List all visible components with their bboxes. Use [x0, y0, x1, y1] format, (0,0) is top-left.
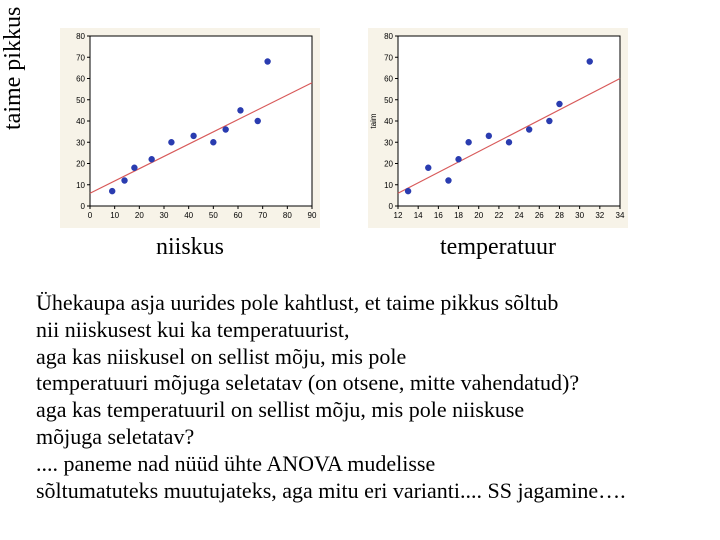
- svg-text:30: 30: [384, 138, 393, 147]
- caption-right: temperatuur: [368, 234, 628, 261]
- svg-text:80: 80: [384, 32, 393, 41]
- scatter-chart-left: 0 10 20 30 40 50 60 70 80 90 0 10 20 30 40 50 60 70 80: [60, 28, 320, 228]
- svg-text:50: 50: [384, 96, 393, 105]
- svg-text:10: 10: [76, 181, 85, 190]
- svg-text:80: 80: [76, 32, 85, 41]
- body-line: sõltumatuteks muutujateks, aga mitu eri …: [36, 478, 696, 505]
- svg-text:40: 40: [76, 117, 85, 126]
- body-line: mõjuga seletatav?: [36, 424, 696, 451]
- svg-text:20: 20: [384, 160, 393, 169]
- body-line: .... paneme nad nüüd ühte ANOVA mudeliss…: [36, 451, 696, 478]
- svg-text:32: 32: [595, 211, 604, 220]
- y-axis-label: taime pikkus: [0, 7, 27, 130]
- svg-text:40: 40: [184, 211, 193, 220]
- svg-text:14: 14: [414, 211, 423, 220]
- svg-text:50: 50: [76, 96, 85, 105]
- svg-text:10: 10: [384, 181, 393, 190]
- body-line: aga kas temperatuuril on sellist mõju, m…: [36, 397, 696, 424]
- svg-text:40: 40: [384, 117, 393, 126]
- svg-text:12: 12: [394, 211, 403, 220]
- scatter-chart-right: 12 14 16 18 20 22 24 26 28 30 32 34 0 10 20 30 40 50 60 70 8…: [368, 28, 628, 228]
- chart-left-wrap: 0 10 20 30 40 50 60 70 80 90 0 10 20 30 40 50 60 70 80 nii…: [60, 28, 320, 261]
- svg-text:28: 28: [555, 211, 564, 220]
- svg-text:70: 70: [384, 53, 393, 62]
- svg-text:20: 20: [135, 211, 144, 220]
- charts-row: 0 10 20 30 40 50 60 70 80 90 0 10 20 30 40 50 60 70 80 nii…: [60, 28, 628, 261]
- svg-text:16: 16: [434, 211, 443, 220]
- svg-text:0: 0: [81, 202, 86, 211]
- svg-text:22: 22: [494, 211, 503, 220]
- svg-text:20: 20: [76, 160, 85, 169]
- body-line: temperatuuri mõjuga seletatav (on otsene…: [36, 370, 696, 397]
- body-line: nii niiskusest kui ka temperatuurist,: [36, 317, 696, 344]
- svg-text:34: 34: [616, 211, 625, 220]
- chart-right-wrap: 12 14 16 18 20 22 24 26 28 30 32 34 0 10 20 30 40 50 60 70 8…: [368, 28, 628, 261]
- body-line: Ühekaupa asja uurides pole kahtlust, et …: [36, 290, 696, 317]
- slide: taime pikkus 0 10 20 30 40 50 60 70 80 90 0 10 20 30 4…: [0, 0, 720, 540]
- svg-text:30: 30: [76, 138, 85, 147]
- svg-text:taim: taim: [369, 113, 378, 128]
- caption-left: niiskus: [60, 234, 320, 261]
- svg-text:20: 20: [474, 211, 483, 220]
- svg-text:24: 24: [515, 211, 524, 220]
- svg-text:70: 70: [76, 53, 85, 62]
- svg-text:90: 90: [308, 211, 317, 220]
- svg-text:10: 10: [110, 211, 119, 220]
- svg-text:60: 60: [234, 211, 243, 220]
- svg-text:60: 60: [384, 75, 393, 84]
- svg-text:70: 70: [258, 211, 267, 220]
- svg-text:0: 0: [88, 211, 93, 220]
- svg-text:26: 26: [535, 211, 544, 220]
- svg-text:0: 0: [389, 202, 394, 211]
- svg-text:80: 80: [283, 211, 292, 220]
- body-text: Ühekaupa asja uurides pole kahtlust, et …: [36, 290, 696, 505]
- svg-text:60: 60: [76, 75, 85, 84]
- body-line: aga kas niiskusel on sellist mõju, mis p…: [36, 344, 696, 371]
- svg-text:50: 50: [209, 211, 218, 220]
- svg-text:30: 30: [575, 211, 584, 220]
- svg-text:18: 18: [454, 211, 463, 220]
- svg-text:30: 30: [160, 211, 169, 220]
